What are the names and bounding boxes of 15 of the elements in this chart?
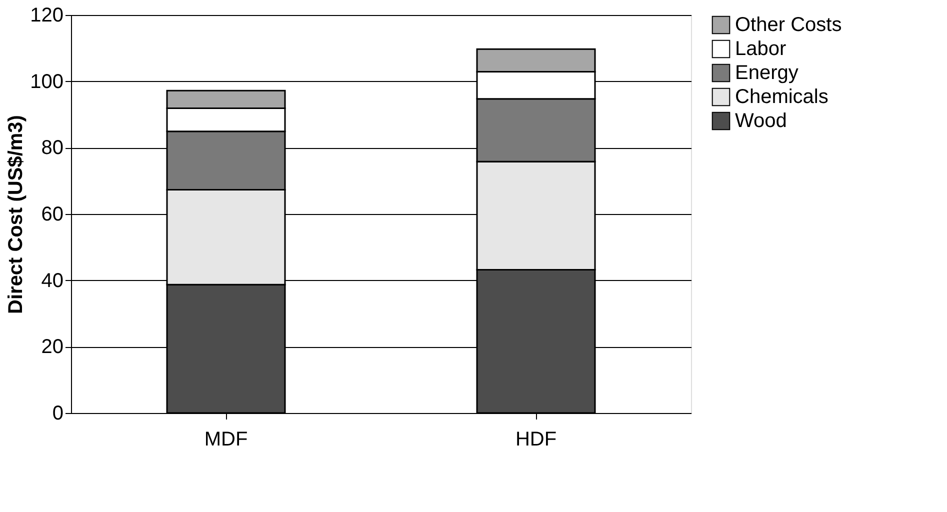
legend-label: Energy	[735, 62, 798, 84]
legend-label: Chemicals	[735, 86, 828, 108]
y-axis-title: Direct Cost (US$/m3)	[5, 115, 28, 314]
y-tick-label: 0	[52, 402, 64, 424]
legend-label: Labor	[735, 38, 786, 60]
legend-label: Other Costs	[735, 14, 842, 36]
y-tick-label: 20	[41, 336, 64, 358]
y-tick-label: 60	[41, 204, 64, 226]
x-tick-label: HDF	[515, 428, 557, 450]
y-tick-label: 40	[41, 270, 64, 292]
legend-label: Wood	[735, 110, 787, 132]
y-tick-label: 120	[30, 4, 64, 26]
x-tick-label: MDF	[204, 428, 248, 450]
y-tick-label: 100	[30, 70, 64, 93]
y-tick-label: 80	[41, 137, 64, 160]
